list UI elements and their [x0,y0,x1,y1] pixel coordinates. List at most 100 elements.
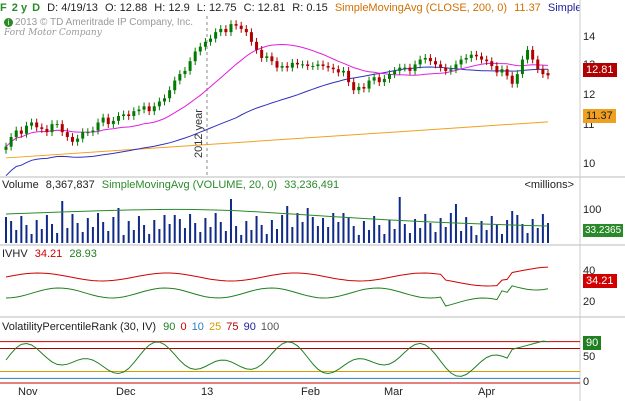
candle-body [459,59,463,65]
candle-body [536,59,540,70]
candle-body [157,101,161,107]
candle-body [45,128,49,133]
volume-bar [112,217,115,243]
x-axis: Nov Dec 13 Feb Mar Apr [0,386,580,401]
candle-body [408,67,412,71]
ivhv-axis: 40 20 34.21 [583,247,625,317]
vpr-line [5,340,549,377]
volume-bar [449,213,452,243]
candle-body [122,114,126,117]
volume-bar [122,235,125,243]
volume-bar [311,217,314,243]
aggregation-label[interactable]: D [32,2,41,14]
vpr-level: 10 [191,321,204,333]
info-icon: i [4,17,13,27]
volume-bar [102,222,105,243]
candle-body [387,74,391,79]
candle-body [434,61,438,65]
volume-bar [490,216,493,243]
volume-bar [327,227,330,243]
period-label[interactable]: 2 y [11,2,28,14]
candle-body [306,64,310,67]
volume-bar [506,220,509,243]
volume-bar [158,229,161,243]
candle-body [203,41,207,47]
volume-bar [337,222,340,243]
candle-body [398,67,402,71]
candle-body [510,75,514,84]
candle-body [178,74,182,81]
candle-body [311,66,315,68]
candle-body [367,80,371,89]
vpr-level: 75 [226,321,239,333]
x-label: Dec [116,386,136,398]
candle-body [290,62,294,68]
price-tick: 12 [583,89,596,101]
volume-bar [301,222,304,243]
ivhv-title[interactable]: IVHV [2,248,28,260]
candle-body [106,117,110,125]
volume-bar [347,217,350,243]
volume-bar [306,208,309,243]
volume-sma-label[interactable]: SimpleMovingAvg (VOLUME, 20, 0) [101,179,278,191]
candle-body [372,77,376,81]
volume-bar [541,214,544,243]
candle-body [132,111,136,117]
symbol-label[interactable]: F [0,2,7,14]
volume-bar [199,232,202,243]
volume-bar [127,221,130,243]
candle-body [347,70,351,83]
volume-bar [30,234,33,243]
candle-body [81,132,85,139]
price-tick: 10 [583,158,596,170]
volume-value: 8,367,837 [45,179,95,191]
volume-bar [434,232,437,243]
candle-body [485,59,489,62]
date-label: D: 4/19/13 [47,2,98,14]
candle-body [224,28,228,33]
candle-body [152,106,156,112]
volume-bar [189,214,192,243]
candle-body [147,106,151,112]
volume-bar [342,213,345,243]
candle-body [55,124,59,126]
candle-body [76,138,80,142]
volume-bar [495,225,498,243]
volume-bar [51,224,54,243]
volume-title[interactable]: Volume [2,179,39,191]
candle-body [352,82,356,91]
volume-bar [393,229,396,243]
candle-body [541,69,545,75]
candle-body [295,62,299,65]
vpr-title[interactable]: VolatilityPercentileRank (30, IV) [2,321,157,333]
sma-study-label[interactable]: SimpleMovingAvg (CLOSE, 200, 0) [334,2,508,14]
volume-bar [516,215,519,243]
candle-body [362,86,366,89]
watermark: i 2013 © TD Ameritrade IP Company, Inc. F… [4,17,193,39]
volume-tick: 100 [583,204,602,216]
iv-value: 34.21 [34,248,63,260]
candle-body [30,122,34,126]
volume-bar [500,234,503,243]
candle-body [341,70,345,73]
volume-bar [214,213,217,243]
volume-bar [260,225,263,243]
volume-bar [209,227,212,243]
volume-bar [35,220,38,243]
volume-bar [250,230,253,243]
volume-bar [153,220,156,243]
candle-body [480,56,484,60]
sma-study-label-2[interactable]: SimpleMoving... [547,2,580,14]
volume-bar [362,221,365,243]
candle-body [357,86,361,91]
volume-bar [219,222,222,243]
volume-sma-line [5,208,549,227]
candle-body [50,124,54,133]
volume-bar [352,226,355,243]
candle-body [209,38,213,42]
volume-bar [465,217,468,243]
volume-bar [296,213,299,243]
candle-body [35,122,39,128]
volume-bar [291,227,294,243]
